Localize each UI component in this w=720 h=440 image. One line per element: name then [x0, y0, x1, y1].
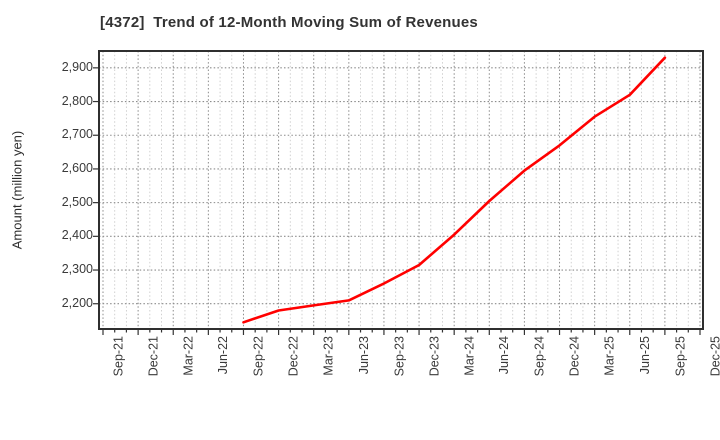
x-tick-label: Jun-25	[637, 336, 652, 375]
x-tick-label: Dec-21	[146, 336, 161, 377]
y-tick-label: 2,400	[61, 228, 93, 243]
x-tick-label: Sep-21	[111, 336, 125, 377]
x-tick-label: Dec-23	[427, 336, 442, 377]
y-tick-label: 2,800	[61, 93, 93, 108]
chart-title: [4372] Trend of 12-Month Moving Sum of R…	[100, 14, 478, 31]
x-tick-label: Jun-23	[356, 336, 371, 375]
x-tick-label: Dec-22	[286, 336, 301, 377]
y-tick-label: 2,500	[61, 194, 93, 209]
x-tick-label: Sep-24	[532, 336, 547, 377]
x-tick-label: Sep-25	[672, 336, 687, 377]
x-tick-label: Jun-24	[497, 336, 512, 375]
y-tick-label: 2,200	[61, 295, 93, 310]
x-tick-label: Mar-24	[462, 336, 477, 376]
x-tick-label: Sep-23	[391, 336, 406, 377]
x-tick-label: Mar-22	[181, 336, 196, 376]
y-tick-label: 2,900	[61, 59, 93, 74]
plot-border	[98, 50, 704, 330]
y-tick-label: 2,600	[61, 160, 93, 175]
x-tick-label: Sep-22	[251, 336, 266, 377]
x-tick-label: Jun-22	[216, 336, 231, 375]
revenue-line	[242, 56, 667, 324]
x-tick-label: Mar-25	[602, 336, 617, 376]
x-tick-label: Dec-24	[567, 336, 582, 377]
x-tick-label: Mar-23	[321, 336, 336, 376]
x-tick-label: Dec-25	[708, 336, 720, 377]
y-tick-label: 2,300	[61, 262, 93, 277]
y-tick-label: 2,700	[61, 127, 93, 142]
